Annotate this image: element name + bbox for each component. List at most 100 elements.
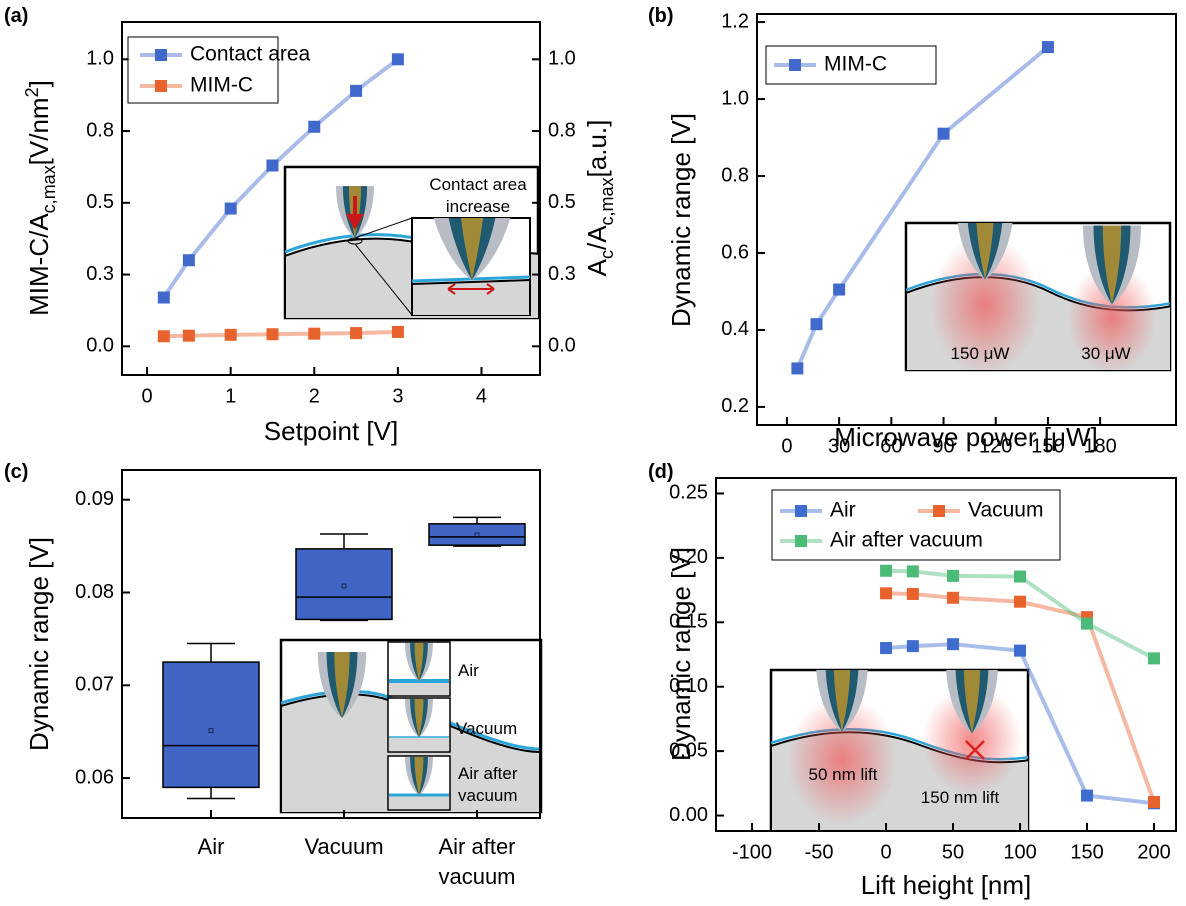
point — [880, 564, 893, 577]
y-title-part: 2 — [22, 87, 42, 97]
y-tick-label: 1.0 — [86, 48, 114, 70]
annotation: Air after vacuum — [458, 764, 518, 805]
point — [350, 327, 363, 340]
point — [937, 127, 950, 140]
y-title-part: MIM-C/A — [24, 213, 54, 316]
inset: 50 nm lift 150 nm lift — [769, 668, 1030, 832]
panel-label: (c) — [4, 461, 28, 483]
legend-label: Vacuum — [968, 499, 1043, 522]
point — [224, 328, 237, 341]
y-tick-label: 0.4 — [721, 318, 749, 340]
point — [157, 291, 170, 304]
y-tick-label: 0.07 — [75, 674, 114, 696]
x-tick-label: Air — [198, 834, 225, 859]
x-tick-label: 120 — [979, 435, 1012, 457]
y2-axis-title: Ac/Ac,max[a.u.] — [582, 120, 617, 277]
y-tick-label: 0.5 — [86, 191, 114, 213]
x-tick-label: 0 — [142, 385, 153, 407]
annotation: 30 μW — [1081, 344, 1130, 363]
inset: Contact area increase — [283, 165, 540, 320]
legend-label: MIM-C — [824, 53, 887, 76]
x-tick-label: Air after vacuum — [438, 834, 515, 889]
y2-tick-label: 0.5 — [548, 191, 576, 213]
y2-tick-label: 1.0 — [548, 48, 576, 70]
y-tick-label: 0.6 — [721, 241, 749, 263]
box — [428, 523, 526, 546]
x-tick-label: 200 — [1137, 841, 1170, 863]
point — [1148, 796, 1161, 809]
point — [947, 638, 960, 651]
y-tick-label: 0.00 — [669, 804, 708, 826]
y2-title-part: c — [597, 250, 617, 259]
x-tick-label: Vacuum — [304, 834, 383, 859]
y-tick-label: 0.2 — [721, 395, 749, 417]
y-title-part: [V/nm — [24, 97, 54, 165]
y-axis-title: Dynamic range [V] — [666, 547, 696, 761]
annotation: 50 nm lift — [809, 765, 878, 784]
legend-marker — [795, 535, 807, 547]
y-title-part: ] — [24, 80, 54, 87]
x-axis-title: Setpoint [V] — [264, 416, 398, 446]
legend-frame — [771, 489, 1061, 561]
point — [391, 325, 404, 338]
legend-marker — [789, 59, 801, 71]
x-axis-title: Lift height [nm] — [861, 870, 1032, 900]
x-tick-label: 100 — [1003, 841, 1036, 863]
y2-tick-label: 0.0 — [548, 335, 576, 357]
x-tick-label-line: Air after — [438, 834, 515, 859]
x-tick-label: 4 — [476, 385, 487, 407]
point — [308, 327, 321, 340]
legend-marker — [795, 505, 807, 517]
annotation: 150 μW — [951, 344, 1010, 363]
plot-frame — [715, 477, 1177, 832]
x-tick-label: 1 — [225, 385, 236, 407]
x-tick-label: 150 — [1070, 841, 1103, 863]
y-tick-label: 0.15 — [669, 611, 708, 633]
y-axis-title: Dynamic range [V] — [24, 537, 54, 751]
plot-frame — [121, 469, 541, 819]
point — [906, 565, 919, 578]
plot-frame — [756, 13, 1177, 426]
legend-marker — [155, 49, 167, 61]
point — [1148, 652, 1161, 665]
mean — [341, 583, 347, 589]
annotation: increase — [446, 197, 510, 216]
y-tick-label: 0.3 — [86, 263, 114, 285]
legend-frame — [127, 36, 279, 104]
y2-tick-label: 0.3 — [548, 263, 576, 285]
point — [1081, 617, 1094, 630]
y2-title-part: /A — [582, 225, 612, 250]
annotation: 150 nm lift — [921, 788, 1000, 807]
point — [833, 283, 846, 296]
panel-label: (b) — [648, 5, 674, 27]
y2-title-part: A — [582, 258, 612, 276]
y-tick-label: 0.8 — [86, 119, 114, 141]
x-axis-title: Microwave power [μW] — [834, 422, 1097, 452]
y2-tick-label: 0.8 — [548, 119, 576, 141]
inset: Air Vacuum Air after vacuum — [279, 638, 543, 814]
y-tick-label: 0.08 — [75, 581, 114, 603]
x-tick-label: 2 — [309, 385, 320, 407]
series-line — [163, 329, 398, 339]
y-axis-title: MIM-C/Ac,max[V/nm2] — [22, 80, 59, 316]
point — [308, 120, 321, 133]
point — [350, 84, 363, 97]
inset: 150 μW 30 μW — [904, 221, 1172, 372]
point — [1041, 41, 1054, 54]
x-tick-label: 150 — [1031, 435, 1064, 457]
point — [1014, 595, 1027, 608]
point — [157, 330, 170, 343]
x-tick-label: 50 — [942, 841, 964, 863]
point — [1014, 644, 1027, 657]
point — [182, 329, 195, 342]
annotation-line: vacuum — [458, 786, 518, 805]
x-tick-label-line: vacuum — [438, 864, 515, 889]
panel-label: (a) — [4, 5, 28, 27]
point — [906, 640, 919, 653]
y-tick-label: 0.09 — [75, 488, 114, 510]
annotation: Contact area — [429, 175, 527, 194]
annotation: Vacuum — [456, 719, 517, 738]
y-tick-label: 0.05 — [669, 739, 708, 761]
x-tick-label: 180 — [1083, 435, 1116, 457]
